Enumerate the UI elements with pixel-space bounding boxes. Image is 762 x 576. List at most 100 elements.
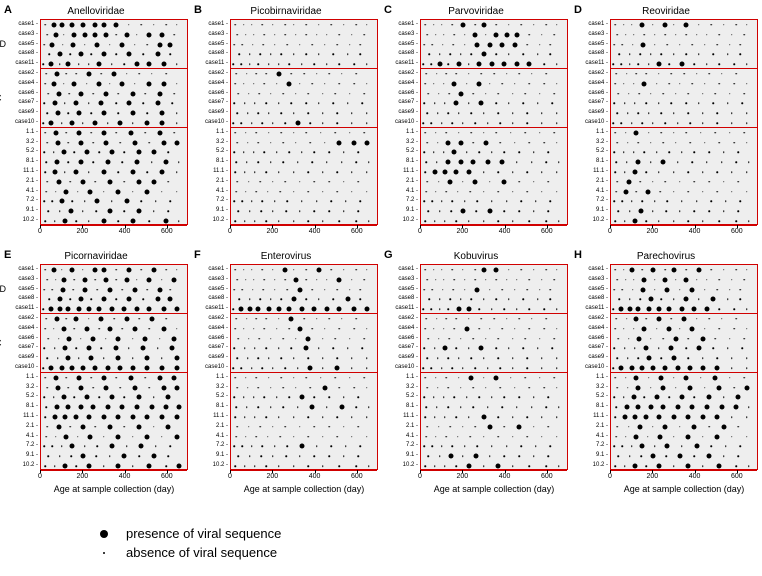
- presence-point: [654, 395, 659, 400]
- presence-point: [52, 170, 57, 175]
- absence-point: [468, 318, 470, 320]
- presence-point: [107, 209, 112, 214]
- absence-point: [692, 44, 694, 46]
- absence-point: [368, 220, 370, 222]
- absence-point: [349, 289, 351, 291]
- absence-point: [424, 220, 426, 222]
- absence-point: [617, 279, 619, 281]
- row-label: 3.2 -: [5, 139, 38, 145]
- absence-point: [351, 122, 353, 124]
- absence-point: [337, 171, 339, 173]
- absence-point: [614, 416, 616, 418]
- absence-point: [679, 289, 681, 291]
- absence-point: [508, 348, 510, 350]
- absence-point: [746, 416, 748, 418]
- row-label: 7.2 -: [195, 442, 228, 448]
- absence-point: [512, 357, 514, 359]
- panel-title: Reoviridae: [574, 6, 758, 17]
- row-label: case7 -: [575, 344, 608, 350]
- presence-point: [97, 81, 102, 86]
- legend-presence: presence of viral sequence: [100, 526, 281, 541]
- absence-point: [312, 328, 314, 330]
- absence-point: [696, 73, 698, 75]
- row-label: case9 -: [195, 354, 228, 360]
- absence-point: [434, 465, 436, 467]
- absence-point: [366, 269, 368, 271]
- absence-point: [234, 24, 236, 26]
- row-label: case11 -: [385, 60, 418, 66]
- absence-point: [314, 426, 316, 428]
- absence-point: [529, 328, 531, 330]
- absence-point: [466, 397, 468, 399]
- absence-point: [279, 191, 281, 193]
- absence-point: [255, 377, 257, 379]
- absence-point: [305, 269, 307, 271]
- absence-point: [307, 191, 309, 193]
- presence-point: [54, 71, 59, 76]
- absence-point: [452, 122, 454, 124]
- absence-point: [495, 132, 497, 134]
- absence-point: [648, 112, 650, 114]
- absence-point: [445, 436, 447, 438]
- chart-area: case1 -case3 -case5 -case8 -case11 -case…: [420, 264, 568, 470]
- absence-point: [449, 54, 451, 56]
- absence-point: [462, 456, 464, 458]
- presence-point: [504, 32, 509, 37]
- absence-point: [531, 406, 533, 408]
- presence-point: [101, 130, 106, 135]
- row-label: 9.1 -: [575, 452, 608, 458]
- absence-point: [122, 328, 124, 330]
- absence-point: [483, 132, 485, 134]
- presence-point: [623, 189, 628, 194]
- absence-point: [740, 54, 742, 56]
- row-label: case10 -: [385, 364, 418, 370]
- presence-point: [174, 434, 179, 439]
- absence-point: [167, 211, 169, 213]
- absence-point: [696, 318, 698, 320]
- absence-point: [307, 416, 309, 418]
- absence-point: [326, 34, 328, 36]
- absence-point: [284, 181, 286, 183]
- absence-point: [45, 436, 47, 438]
- absence-point: [746, 357, 748, 359]
- absence-point: [293, 357, 295, 359]
- absence-point: [424, 377, 426, 379]
- absence-point: [103, 465, 105, 467]
- absence-point: [533, 211, 535, 213]
- row-label: 1.1 -: [575, 129, 608, 135]
- absence-point: [364, 377, 366, 379]
- absence-point: [619, 299, 621, 301]
- absence-point: [433, 269, 435, 271]
- absence-point: [642, 122, 644, 124]
- group-SC: [611, 314, 757, 373]
- absence-point: [500, 122, 502, 124]
- absence-point: [115, 299, 117, 301]
- absence-point: [746, 191, 748, 193]
- presence-point: [337, 277, 342, 282]
- row-label: case6 -: [5, 335, 38, 341]
- absence-point: [624, 103, 626, 105]
- absence-point: [428, 338, 430, 340]
- presence-point: [91, 336, 96, 341]
- presence-point: [460, 22, 465, 27]
- absence-point: [675, 93, 677, 95]
- absence-point: [47, 387, 49, 389]
- absence-point: [305, 24, 307, 26]
- presence-point: [626, 179, 631, 184]
- row-label: case10 -: [5, 364, 38, 370]
- presence-point: [174, 385, 179, 390]
- absence-point: [351, 191, 353, 193]
- absence-point: [268, 377, 270, 379]
- absence-point: [721, 318, 723, 320]
- absence-point: [293, 54, 295, 56]
- absence-point: [105, 338, 107, 340]
- absence-point: [633, 279, 635, 281]
- absence-point: [487, 367, 489, 369]
- absence-point: [706, 279, 708, 281]
- absence-point: [664, 181, 666, 183]
- absence-point: [700, 132, 702, 134]
- absence-point: [673, 191, 675, 193]
- absence-point: [253, 279, 255, 281]
- presence-point: [686, 464, 691, 469]
- presence-point: [696, 267, 701, 272]
